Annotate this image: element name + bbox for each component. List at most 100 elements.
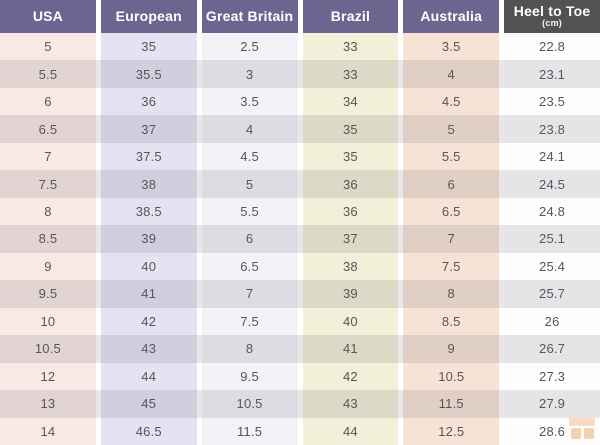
header-label: USA [32, 8, 63, 25]
table-cell: 5 [403, 115, 500, 143]
table-cell: 24.5 [504, 170, 600, 198]
table-cell: 41 [100, 280, 197, 308]
table-cell: 7.5 [201, 307, 298, 336]
table-cell: 7.5 [403, 252, 500, 281]
table-cell: 9 [0, 252, 96, 281]
table-cell: 4.5 [201, 142, 298, 171]
table-cell: 5.5 [201, 197, 298, 226]
table-row: 14 46.5 11.5 44 12.5 28.6 [0, 417, 600, 445]
header-label: Brazil [330, 8, 371, 25]
table-cell: 12.5 [403, 417, 500, 445]
table-cell: 27.3 [504, 362, 600, 391]
table-cell: 10.5 [201, 390, 298, 418]
table-cell: 38 [302, 252, 399, 281]
table-cell: 33 [302, 60, 399, 88]
table-cell: 23.1 [504, 60, 600, 88]
table-cell: 36 [302, 170, 399, 198]
table-cell: 42 [100, 307, 197, 336]
header-australia: Australia [403, 0, 500, 33]
table-cell: 36 [302, 197, 399, 226]
table-cell: 23.5 [504, 87, 600, 116]
table-row: 13 45 10.5 43 11.5 27.9 [0, 390, 600, 419]
table-cell: 12 [0, 362, 96, 391]
table-cell: 6 [0, 87, 96, 116]
table-cell: 7 [0, 142, 96, 171]
table-cell: 7.5 [0, 170, 96, 198]
table-row: 10 42 7.5 40 8.5 26 [0, 307, 600, 336]
table-cell: 4 [201, 115, 298, 143]
table-cell: 38 [100, 170, 197, 198]
header-label: Australia [420, 8, 483, 25]
table-cell: 41 [302, 335, 399, 363]
header-brazil: Brazil [302, 0, 399, 33]
table-cell: 3 [201, 60, 298, 88]
header-label: European [115, 8, 182, 25]
header-label: Great Britain [205, 8, 294, 25]
table-cell: 4.5 [403, 87, 500, 116]
table-cell: 9 [403, 335, 500, 363]
table-row: 8.5 39 6 37 7 25.1 [0, 225, 600, 254]
header-unit-label: (cm) [542, 18, 562, 29]
table-cell: 26 [504, 307, 600, 336]
table-cell: 4 [403, 60, 500, 88]
table-cell: 25.4 [504, 252, 600, 281]
table-row: 6.5 37 4 35 5 23.8 [0, 115, 600, 144]
table-cell: 11.5 [403, 390, 500, 418]
table-cell: 7 [201, 280, 298, 308]
table-cell: 6.5 [201, 252, 298, 281]
table-cell: 39 [302, 280, 399, 308]
table-cell: 8 [403, 280, 500, 308]
table-cell: 13 [0, 390, 96, 418]
header-label: Heel to Toe [513, 3, 591, 20]
table-row: 6 36 3.5 34 4.5 23.5 [0, 87, 600, 116]
table-cell: 9.5 [201, 362, 298, 391]
table-cell: 5.5 [0, 60, 96, 88]
table-cell: 25.7 [504, 280, 600, 308]
table-cell: 39 [100, 225, 197, 253]
table-cell: 5 [0, 33, 96, 61]
table-cell: 42 [302, 362, 399, 391]
table-cell: 8.5 [403, 307, 500, 336]
table-cell: 22.8 [504, 33, 600, 61]
table-row: 10.5 43 8 41 9 26.7 [0, 335, 600, 364]
table-cell: 43 [302, 390, 399, 418]
header-usa: USA [0, 0, 96, 33]
table-row: 9.5 41 7 39 8 25.7 [0, 280, 600, 309]
table-cell: 34 [302, 87, 399, 116]
table-row: 12 44 9.5 42 10.5 27.3 [0, 362, 600, 391]
table-cell: 37.5 [100, 142, 197, 171]
table-body: 5 35 2.5 33 3.5 22.8 5.5 35.5 3 33 4 23.1 6 36 3.5 34 4.… [0, 33, 600, 445]
table-cell: 25.1 [504, 225, 600, 253]
table-cell: 44 [302, 417, 399, 445]
table-cell: 35 [302, 142, 399, 171]
table-cell: 11.5 [201, 417, 298, 445]
table-cell: 7 [403, 225, 500, 253]
table-cell: 27.9 [504, 390, 600, 418]
table-cell: 37 [302, 225, 399, 253]
table-row: 5.5 35.5 3 33 4 23.1 [0, 60, 600, 89]
table-cell: 8.5 [0, 225, 96, 253]
table-cell: 36 [100, 87, 197, 116]
table-cell: 14 [0, 417, 96, 445]
table-cell: 24.8 [504, 197, 600, 226]
table-cell: 6.5 [0, 115, 96, 143]
table-cell: 44 [100, 362, 197, 391]
table-cell: 43 [100, 335, 197, 363]
table-cell: 8 [0, 197, 96, 226]
table-cell: 10 [0, 307, 96, 336]
table-row: 7 37.5 4.5 35 5.5 24.1 [0, 142, 600, 171]
table-cell: 6 [201, 225, 298, 253]
table-cell: 6.5 [403, 197, 500, 226]
table-cell: 37 [100, 115, 197, 143]
table-cell: 3.5 [403, 33, 500, 61]
table-row: 9 40 6.5 38 7.5 25.4 [0, 252, 600, 281]
header-heel-to-toe: Heel to Toe (cm) [504, 0, 600, 33]
table-cell: 10.5 [403, 362, 500, 391]
table-header-row: USA European Great Britain Brazil Austra… [0, 0, 600, 33]
table-cell: 35.5 [100, 60, 197, 88]
table-cell: 45 [100, 390, 197, 418]
table-cell: 6 [403, 170, 500, 198]
table-cell: 33 [302, 33, 399, 61]
table-row: 5 35 2.5 33 3.5 22.8 [0, 33, 600, 61]
